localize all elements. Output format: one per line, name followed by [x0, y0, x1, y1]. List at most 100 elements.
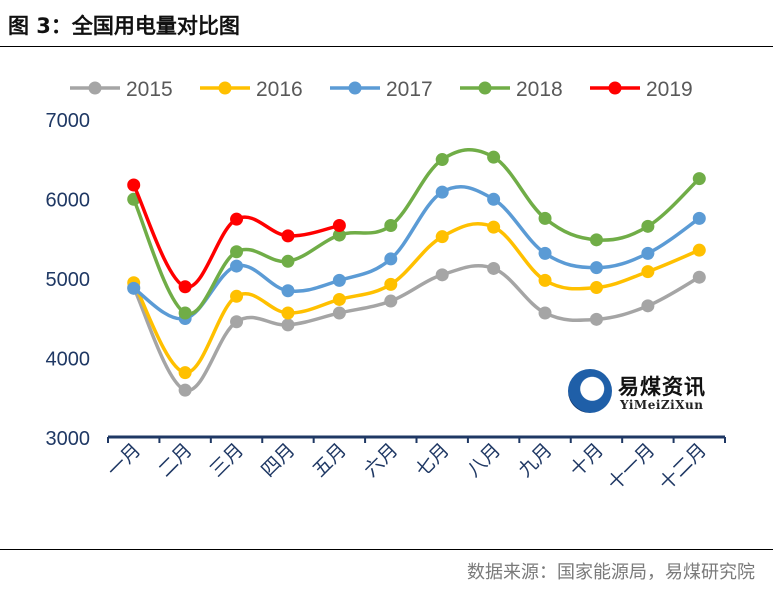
x-tick-label: 三月	[206, 439, 248, 481]
data-point-2017	[384, 252, 398, 266]
legend-label: 2016	[256, 78, 303, 101]
series-2018	[127, 148, 706, 320]
data-point-2016	[487, 220, 501, 234]
legend-label: 2017	[386, 78, 433, 101]
figure-title: 图 3：全国用电量对比图	[8, 14, 240, 38]
y-axis: 3000 4000 5000 6000 7000	[46, 110, 91, 450]
data-point-2016	[692, 243, 706, 257]
data-point-2017	[435, 185, 449, 199]
x-tick-label: 八月	[463, 439, 505, 481]
x-tick-label: 五月	[308, 439, 350, 481]
line-chart: 2015 2016 2017 2018 2019 3000 4000 5000 6000 700…	[46, 78, 726, 495]
data-point-2015	[589, 312, 603, 326]
legend-swatch-marker	[478, 81, 492, 95]
series-2016	[127, 220, 706, 380]
top-rule	[0, 46, 773, 47]
data-point-2019	[178, 280, 192, 294]
x-tick-label: 十二月	[655, 439, 711, 495]
plot-area	[127, 148, 706, 397]
data-point-2016	[641, 265, 655, 279]
data-point-2017	[641, 246, 655, 260]
series-2017	[127, 185, 706, 326]
data-point-2015	[230, 315, 244, 329]
data-point-2019	[127, 178, 141, 192]
data-point-2019	[332, 219, 346, 233]
legend-label: 2015	[126, 78, 173, 101]
series-line-2019	[132, 184, 340, 289]
x-tick-label: 六月	[360, 439, 402, 481]
bottom-rule	[0, 549, 773, 550]
data-point-2015	[384, 294, 398, 308]
y-tick-label: 6000	[46, 190, 91, 212]
x-tick-label: 一月	[103, 439, 145, 481]
legend-swatch-marker	[608, 81, 622, 95]
data-point-2018	[487, 150, 501, 164]
y-tick-label: 4000	[46, 349, 91, 371]
x-tick-label: 九月	[514, 439, 556, 481]
x-tick-label: 七月	[411, 439, 453, 481]
data-point-2018	[230, 245, 244, 259]
data-point-2017	[332, 273, 346, 287]
data-point-2015	[487, 261, 501, 275]
data-point-2018	[178, 306, 192, 320]
x-tick-label: 四月	[257, 439, 299, 481]
data-point-2017	[692, 211, 706, 225]
data-point-2016	[281, 306, 295, 320]
data-point-2016	[589, 281, 603, 295]
y-tick-label: 5000	[46, 269, 91, 291]
legend-swatch-marker	[218, 81, 232, 95]
watermark-name-cn: 易煤资讯	[618, 375, 706, 399]
data-point-2017	[281, 284, 295, 298]
data-point-2017	[127, 281, 141, 295]
data-point-2018	[384, 219, 398, 233]
series-2019	[127, 178, 346, 294]
data-point-2016	[435, 230, 449, 244]
series-line-2017	[132, 185, 701, 321]
y-tick-label: 3000	[46, 428, 91, 450]
data-point-2018	[435, 153, 449, 167]
data-point-2016	[332, 292, 346, 306]
legend: 2015 2016 2017 2018 2019	[70, 78, 693, 101]
x-tick-label: 二月	[154, 439, 196, 481]
legend-item-2018: 2018	[460, 78, 563, 101]
data-point-2016	[230, 289, 244, 303]
data-point-2017	[589, 261, 603, 275]
data-point-2017	[538, 246, 552, 260]
data-point-2019	[281, 229, 295, 243]
x-tick-label: 十月	[566, 439, 608, 481]
data-point-2015	[641, 299, 655, 313]
legend-item-2017: 2017	[330, 78, 433, 101]
data-point-2018	[281, 254, 295, 268]
data-point-2018	[589, 233, 603, 247]
source-note: 数据来源：国家能源局，易煤研究院	[467, 562, 755, 583]
data-point-2017	[230, 259, 244, 273]
legend-swatch-marker	[88, 81, 102, 95]
data-point-2015	[692, 270, 706, 284]
data-point-2016	[538, 273, 552, 287]
data-point-2016	[384, 277, 398, 291]
data-point-2018	[332, 228, 346, 242]
watermark-name-en: YiMeiZiXun	[620, 398, 704, 412]
legend-item-2015: 2015	[70, 78, 173, 101]
y-tick-label: 7000	[46, 110, 91, 132]
data-point-2015	[332, 306, 346, 320]
data-point-2018	[538, 211, 552, 225]
legend-item-2019: 2019	[590, 78, 693, 101]
x-tick-label: 十一月	[604, 439, 660, 495]
data-point-2015	[281, 318, 295, 332]
watermark-logo	[568, 369, 612, 413]
legend-label: 2019	[646, 78, 693, 101]
data-point-2018	[641, 219, 655, 233]
data-point-2017	[487, 192, 501, 206]
data-point-2016	[178, 366, 192, 380]
data-point-2015	[435, 268, 449, 282]
data-point-2015	[538, 306, 552, 320]
legend-item-2016: 2016	[200, 78, 303, 101]
data-point-2018	[692, 172, 706, 186]
data-point-2015	[178, 383, 192, 397]
legend-swatch-marker	[348, 81, 362, 95]
data-point-2019	[230, 212, 244, 226]
watermark: 易煤资讯 YiMeiZiXun	[568, 369, 728, 419]
legend-label: 2018	[516, 78, 563, 101]
